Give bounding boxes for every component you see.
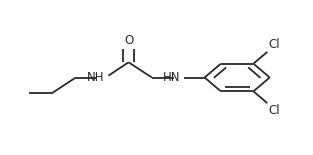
Text: O: O <box>124 34 133 47</box>
Text: Cl: Cl <box>269 104 280 117</box>
Text: HN: HN <box>163 71 180 84</box>
Text: NH: NH <box>87 71 104 84</box>
Text: Cl: Cl <box>269 38 280 51</box>
